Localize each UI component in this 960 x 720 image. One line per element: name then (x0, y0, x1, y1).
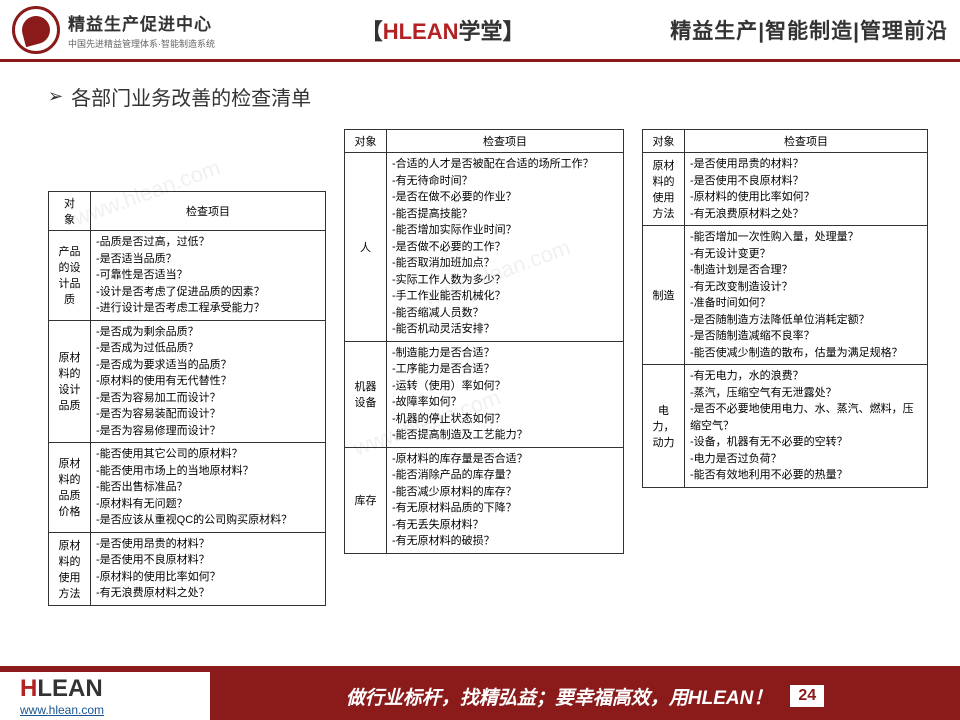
hlean-logo: HLEAN (20, 675, 210, 703)
logo-title: 精益生产促进中心 (68, 10, 215, 35)
table-1: 对 象检查项目 产品的设计品质-品质是否过高，过低？-是否适当品质？-可靠性是否… (48, 191, 326, 606)
logo-subtitle: 中国先进精益管理体系·智能制造系统 (68, 37, 215, 50)
footer: HLEAN www.hlean.com 做行业标杆，找精弘益；要幸福高效，用HL… (0, 666, 960, 720)
page-number: 24 (790, 685, 824, 707)
content: ➢ 各部门业务改善的检查清单 对 象检查项目 产品的设计品质-品质是否过高，过低… (0, 62, 960, 606)
footer-left: HLEAN www.hlean.com (0, 675, 210, 717)
hlean-url[interactable]: www.hlean.com (20, 703, 210, 717)
table-3: 对象检查项目 原材料的使用方法-是否使用昂贵的材料？-是否使用不良原材料？-原材… (642, 129, 928, 488)
logo-icon (12, 6, 60, 54)
header: 精益生产促进中心 中国先进精益管理体系·智能制造系统 【HLEAN学堂】 精益生… (0, 0, 960, 62)
footer-slogan: 做行业标杆，找精弘益；要幸福高效，用HLEAN！ 24 (210, 672, 960, 720)
logo-area: 精益生产促进中心 中国先进精益管理体系·智能制造系统 (12, 6, 215, 54)
arrow-icon: ➢ (48, 86, 63, 107)
table-2: 对象检查项目 人-合适的人才是否被配在合适的场所工作？-有无待命时间？-是否在做… (344, 129, 624, 554)
header-right-title: 精益生产|智能制造|管理前沿 (670, 15, 948, 45)
center-title: 【HLEAN学堂】 (215, 14, 670, 46)
tables-row: 对 象检查项目 产品的设计品质-品质是否过高，过低？-是否适当品质？-可靠性是否… (48, 129, 930, 606)
section-title: ➢ 各部门业务改善的检查清单 (48, 82, 930, 111)
